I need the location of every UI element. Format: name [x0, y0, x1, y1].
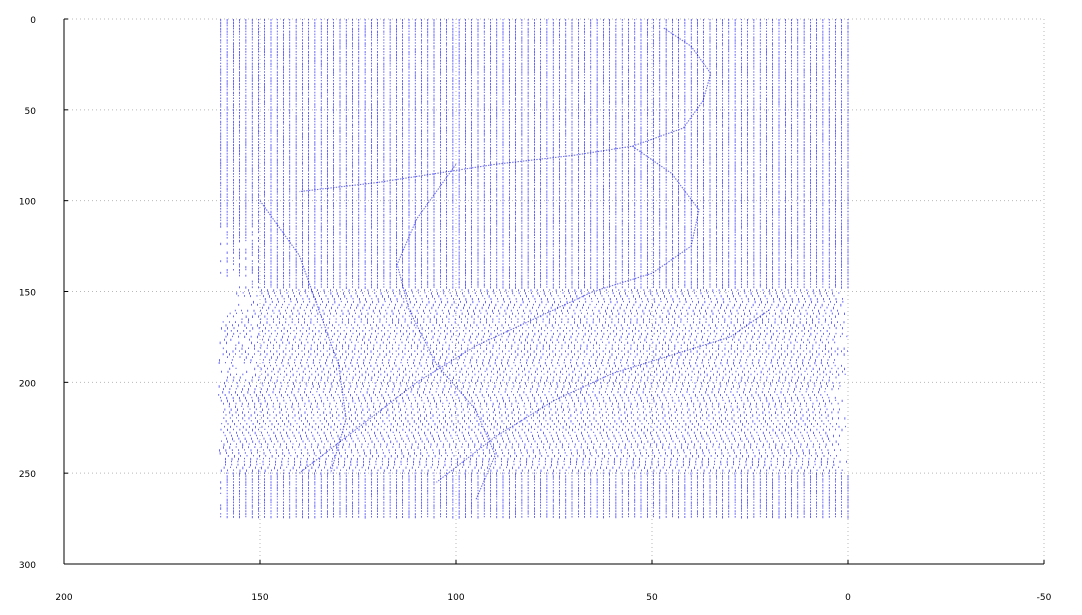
contour-2 — [396, 163, 496, 501]
y-tick-labels: 0 50 100 150 200 250 300 — [19, 16, 36, 571]
x-tick-labels: 200 150 100 50 0 -50 — [55, 593, 1051, 603]
y-tick-label: 0 — [30, 16, 36, 26]
y-tick-label: 200 — [19, 379, 36, 389]
x-tick-label: 100 — [447, 593, 464, 603]
x-tick-label: 50 — [646, 593, 658, 603]
y-tick-label: 300 — [19, 561, 36, 571]
contour-4 — [259, 200, 347, 474]
contour-3 — [436, 309, 770, 483]
x-tick-label: 0 — [845, 593, 851, 603]
grid-lines — [63, 18, 1045, 565]
y-tick-label: 50 — [25, 107, 37, 117]
x-tick-label: 200 — [55, 593, 72, 603]
plot-points — [218, 19, 849, 519]
y-tick-label: 150 — [19, 289, 36, 299]
contour-1 — [298, 145, 700, 474]
y-tick-label: 250 — [19, 470, 36, 480]
contour-0 — [299, 27, 712, 193]
axes — [63, 18, 1045, 565]
x-tick-label: 150 — [251, 593, 268, 603]
data-point-cloud — [218, 19, 849, 519]
y-tick-label: 100 — [19, 198, 36, 208]
x-tick-label: -50 — [1037, 593, 1052, 603]
